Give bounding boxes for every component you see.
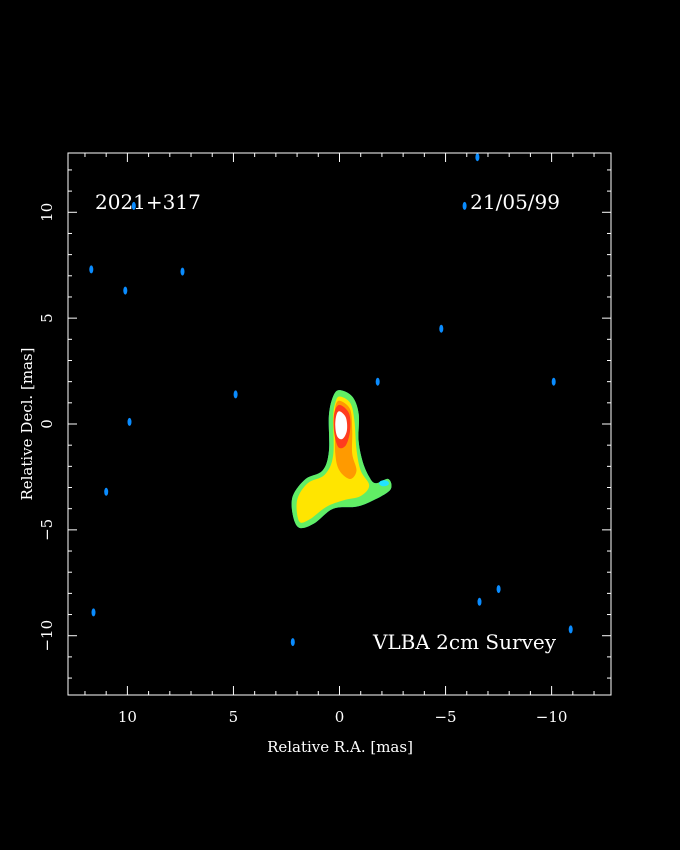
noise-spot [91,608,96,617]
noise-spot [496,585,501,594]
y-tick-label: 10 [38,203,56,222]
noise-spot [551,377,556,386]
noise-spot [104,487,109,496]
noise-spot [131,201,136,210]
y-tick-label: 5 [38,313,56,323]
source-name: 2021+317 [95,190,201,214]
x-tick-label: 10 [118,708,137,726]
noise-spot [233,390,238,399]
x-tick-label: −10 [536,708,568,726]
noise-spot [127,417,132,426]
noise-spot [180,267,185,276]
source-core [335,411,348,440]
x-tick-label: −5 [434,708,456,726]
y-tick-label: −10 [38,620,56,652]
noise-spot [462,201,467,210]
survey-label: VLBA 2cm Survey [372,630,557,654]
x-tick-label: 0 [335,708,345,726]
x-tick-label: 5 [229,708,239,726]
x-axis-label: Relative R.A. [mas] [267,738,413,756]
noise-spot [89,265,94,274]
noise-spot [439,324,444,333]
y-axis-label: Relative Decl. [mas] [18,347,36,500]
noise-spot [475,153,480,162]
noise-spot [568,625,573,634]
noise-spot [290,638,295,647]
y-tick-labels: 10 5 0 −5 −10 [38,203,56,652]
axis-ticks [68,153,611,695]
y-tick-label: 0 [38,419,56,429]
noise-spot [123,286,128,295]
radio-source-emission [291,390,392,529]
noise-spot [375,377,380,386]
observation-date: 21/05/99 [470,190,560,214]
source-knot [379,480,389,487]
noise-spots [89,153,573,647]
x-tick-labels: 10 5 0 −5 −10 [118,708,568,726]
y-tick-label: −5 [38,519,56,541]
noise-spot [477,597,482,606]
